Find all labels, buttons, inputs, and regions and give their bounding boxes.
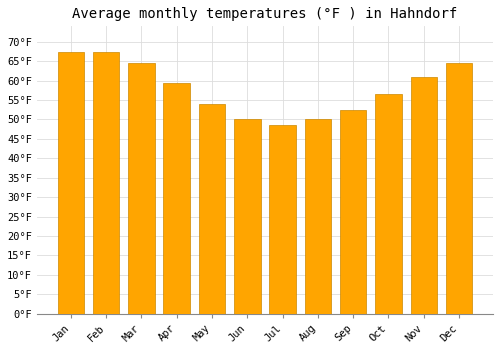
Bar [270, 125, 296, 314]
Bar [58, 51, 84, 314]
Bar [446, 63, 472, 314]
Bar [198, 104, 225, 314]
Title: Average monthly temperatures (°F ) in Hahndorf: Average monthly temperatures (°F ) in Ha… [72, 7, 458, 21]
Bar [164, 83, 190, 314]
Bar [234, 119, 260, 314]
Bar [93, 51, 120, 314]
Bar [304, 119, 331, 314]
Bar [375, 94, 402, 314]
Bar [410, 77, 437, 314]
Bar [340, 110, 366, 314]
Bar [128, 63, 154, 314]
